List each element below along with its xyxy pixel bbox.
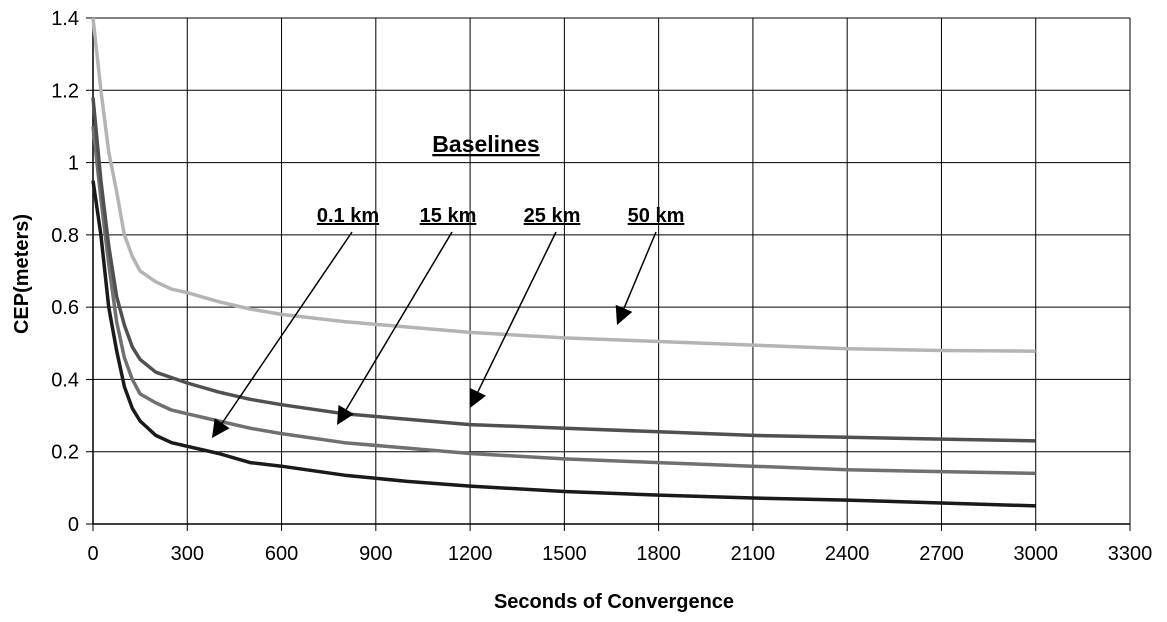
y-tick-label: 0.8 [51,225,79,247]
series-line-0-1-km [91,180,1036,508]
legend-title: Baselines [432,131,539,157]
annotation-arrow-shaft [477,231,557,393]
y-tick-label: 1.2 [51,80,79,102]
series-line-25-km [91,97,1036,443]
baseline-label: 0.1 km [317,205,379,227]
x-tick-label: 1800 [636,543,681,565]
y-tick-label: 0.2 [51,442,79,464]
annotation-arrow-head [212,418,230,438]
y-tick-label: 0.4 [51,369,79,391]
y-tick-labels: 0 0.2 0.4 0.6 0.8 1 1.2 1.4 [51,8,79,536]
x-axis-title: Seconds of Convergence [494,591,734,613]
x-tick-label: 900 [359,543,392,565]
x-tick-label: 600 [265,543,298,565]
plot-grid [93,17,1131,524]
plot-axes [86,17,1131,531]
annotation-arrow-head [337,404,354,425]
y-tick-label: 0 [68,514,79,536]
baseline-label: 15 km [420,205,477,227]
y-axis-title: CEP(meters) [11,214,33,334]
baseline-label: 50 km [628,205,685,227]
annotation-arrow-head [469,387,486,408]
annotation-arrow-shaft [221,231,353,424]
x-tick-label: 3300 [1108,543,1153,565]
annotation-arrow-head [615,304,633,325]
y-tick-label: 1.4 [51,8,79,30]
x-tick-label: 2100 [731,543,776,565]
y-tick-label: 0.6 [51,297,79,319]
x-tick-label: 300 [171,543,204,565]
x-tick-label: 1500 [542,543,587,565]
baseline-annotations: 0.1 km 15 km 25 km 50 km [212,205,684,438]
annotation-arrow-shaft [623,231,657,309]
baseline-label: 25 km [524,205,581,227]
x-tick-label: 2700 [919,543,964,565]
x-tick-labels: 0 300 600 900 1200 1500 1800 2100 2400 2700 3000 33… [87,543,1152,565]
x-tick-label: 3000 [1013,543,1058,565]
annotation-arrow-shaft [345,231,453,410]
x-tick-label: 1200 [448,543,493,565]
series-lines [91,17,1036,508]
series-line-50-km [91,17,1036,353]
y-tick-label: 1 [68,153,79,175]
x-tick-label: 0 [87,543,98,565]
series-line-15-km [91,126,1036,476]
x-tick-label: 2400 [825,543,870,565]
